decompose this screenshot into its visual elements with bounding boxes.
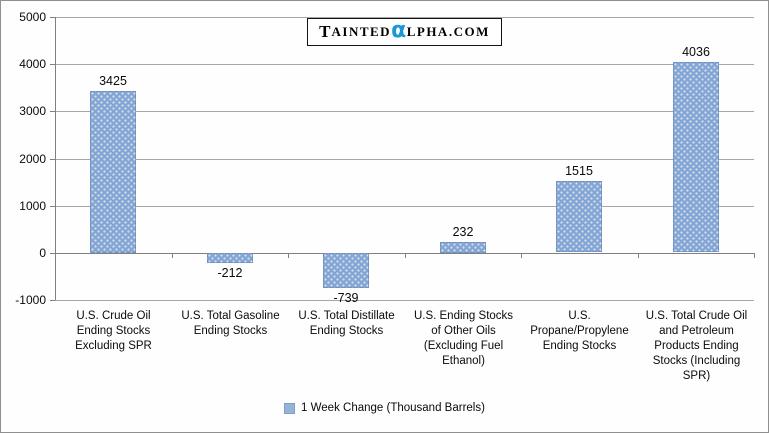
bar <box>90 91 136 253</box>
bar-value-label: 232 <box>452 225 474 239</box>
y-axis-tick <box>50 111 55 112</box>
legend: 1 Week Change (Thousand Barrels) <box>1 402 768 414</box>
category-label: U.S. Propane/Propylene Ending Stocks <box>530 310 629 352</box>
bar <box>556 181 602 252</box>
bar-value-label: 4036 <box>682 45 710 59</box>
y-axis-tick <box>50 159 55 160</box>
legend-swatch-icon <box>284 402 296 414</box>
y-axis-line <box>55 17 56 300</box>
x-axis-tick <box>55 253 56 258</box>
x-axis-tick <box>405 253 406 258</box>
gridline <box>55 111 754 112</box>
y-axis-tick-label: 4000 <box>19 57 46 71</box>
category-label: U.S. Total Distillate Ending Stocks <box>298 310 395 337</box>
legend-label: 1 Week Change (Thousand Barrels) <box>301 402 485 414</box>
x-axis-tick <box>172 253 173 258</box>
gridline <box>55 206 754 207</box>
y-axis-tick-label: 0 <box>39 246 46 260</box>
bar <box>207 253 253 263</box>
site-logo: T AINTED α LPHA.COM <box>307 18 502 46</box>
category-label: U.S. Crude Oil Ending Stocks Excluding S… <box>75 310 152 352</box>
gridline <box>55 17 754 18</box>
y-axis-tick-label: 3000 <box>19 104 46 118</box>
bar <box>673 62 719 252</box>
category-label: U.S. Total Gasoline Ending Stocks <box>181 310 280 337</box>
bar-value-label: -212 <box>217 266 243 280</box>
bar <box>323 253 369 288</box>
bar <box>440 242 486 253</box>
category-label: U.S. Total Crude Oil and Petroleum Produ… <box>645 310 748 382</box>
x-axis-tick <box>521 253 522 258</box>
gridline <box>55 300 754 301</box>
logo-alpha-glyph: α <box>391 18 408 43</box>
bar-value-label: -739 <box>333 291 359 305</box>
y-axis-tick-label: -1000 <box>15 293 46 307</box>
logo-text-part1: AINTED <box>331 24 392 39</box>
x-axis-tick <box>638 253 639 258</box>
gridline <box>55 159 754 160</box>
category-label: U.S. Ending Stocks of Other Oils (Exclud… <box>413 310 514 367</box>
gridline <box>55 64 754 65</box>
x-axis-tick <box>754 253 755 258</box>
y-axis-tick <box>50 206 55 207</box>
y-axis-tick-label: 5000 <box>19 10 46 24</box>
bar-value-label: 1515 <box>565 164 593 178</box>
y-axis-tick-label: 2000 <box>19 152 46 166</box>
y-axis-tick <box>50 17 55 18</box>
logo-text-part2: LPHA.COM <box>406 24 490 39</box>
x-axis-tick <box>288 253 289 258</box>
logo-text-lead: T <box>319 22 332 41</box>
bar-value-label: 3425 <box>99 74 127 88</box>
zero-axis-line <box>55 253 754 254</box>
y-axis-tick <box>50 253 55 254</box>
y-axis-tick <box>50 64 55 65</box>
y-axis-tick <box>50 300 55 301</box>
y-axis-tick-label: 1000 <box>19 199 46 213</box>
